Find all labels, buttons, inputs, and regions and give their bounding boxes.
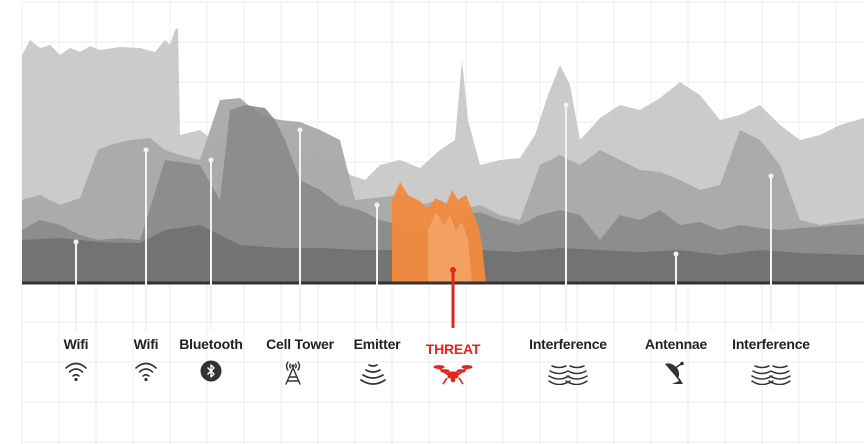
signal-label-cell-tower: Cell Tower (266, 336, 334, 352)
signal-label-wifi-1: Wifi (63, 336, 89, 352)
interference-icon (548, 365, 588, 385)
emitter-icon (360, 364, 386, 385)
signal-label-antennae: Antennae (644, 336, 708, 352)
bluetooth-icon (200, 360, 222, 382)
signal-label-threat: THREAT (425, 341, 481, 357)
cell-tower-icon (285, 361, 301, 385)
signal-label-interference-1: Interference (529, 336, 607, 352)
stem-bluetooth-dot (208, 157, 214, 163)
stem-wifi-1-dot (73, 239, 79, 245)
signal-label-wifi-2: Wifi (133, 336, 159, 352)
stem-wifi-2-dot (143, 147, 149, 153)
stem-cell-tower-dot (297, 127, 303, 133)
wifi-icon (135, 362, 157, 382)
drone-icon (433, 365, 473, 385)
signal-label-bluetooth: Bluetooth (179, 336, 243, 352)
signal-label-emitter: Emitter (353, 336, 401, 352)
signal-stems (73, 102, 774, 330)
stem-threat-dot (450, 267, 456, 273)
satellite-dish-icon (665, 361, 684, 384)
stem-interference-2-dot (768, 173, 774, 179)
threat-signal-highlight (428, 212, 472, 283)
stem-emitter-dot (374, 202, 380, 208)
stem-antennae-dot (673, 251, 679, 257)
spectrum-layer-dark (22, 105, 864, 283)
stem-interference-1-dot (563, 102, 569, 108)
signal-label-interference-2: Interference (732, 336, 810, 352)
interference-icon (751, 365, 791, 385)
wifi-icon (65, 362, 87, 382)
